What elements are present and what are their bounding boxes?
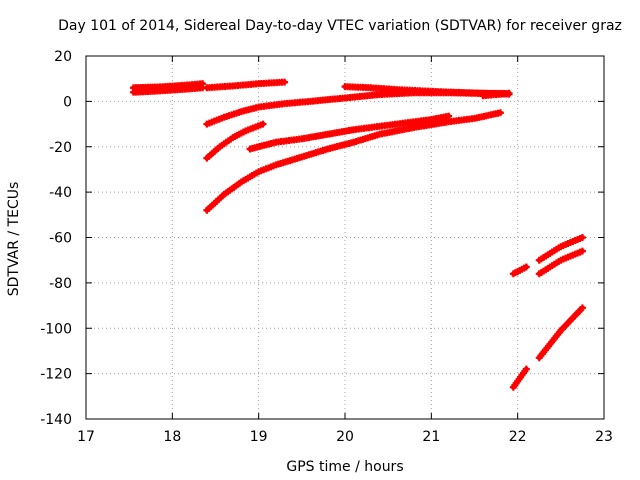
series-arc-6 [479, 89, 513, 100]
data-point-marker [578, 234, 586, 241]
x-tick-label: 22 [509, 429, 527, 445]
x-tick-label: 23 [595, 429, 613, 445]
y-tick-label: -60 [49, 231, 72, 247]
chart-title: Day 101 of 2014, Sidereal Day-to-day VTE… [58, 18, 622, 34]
y-tick-label: -140 [40, 412, 72, 428]
data-point-marker [522, 263, 530, 271]
y-axis-label: SDTVAR / TECUs [6, 182, 22, 297]
series-arc-10 [509, 263, 530, 278]
y-tick-label: -100 [40, 321, 72, 337]
series-arc-7 [203, 120, 267, 162]
data-point-marker [578, 304, 586, 312]
y-tick-label: -120 [40, 367, 72, 383]
data-point-marker [578, 247, 586, 255]
series-arc-8 [246, 112, 453, 153]
series-arc-12 [535, 247, 586, 278]
data-point-marker [522, 365, 530, 373]
x-axis-ticks: 17 18 19 20 21 22 23 [77, 56, 613, 445]
y-tick-label: -20 [49, 140, 72, 156]
y-axis-ticks: -140 -120 -100 -80 -60 -40 -20 0 20 [40, 49, 604, 428]
series-arc-9 [203, 109, 504, 214]
x-tick-label: 18 [163, 429, 181, 445]
data-point-marker [281, 78, 289, 86]
series-arc-11 [535, 234, 586, 264]
y-tick-label: -80 [49, 276, 72, 292]
x-tick-label: 17 [77, 429, 95, 445]
data-point-marker [496, 109, 504, 117]
series-arc-2 [129, 84, 207, 96]
y-tick-label: 0 [63, 94, 72, 110]
grid-lines [86, 56, 604, 419]
series-arc-13 [509, 365, 530, 391]
data-point-marker [505, 89, 513, 97]
data-series [129, 78, 586, 391]
y-tick-label: -40 [49, 185, 72, 201]
x-tick-label: 20 [336, 429, 354, 445]
series-arc-14 [535, 304, 586, 362]
x-tick-label: 19 [250, 429, 268, 445]
y-tick-label: 20 [54, 49, 72, 65]
x-tick-label: 21 [422, 429, 440, 445]
data-point-marker [259, 120, 267, 128]
x-axis-label: GPS time / hours [286, 459, 403, 475]
series-arc-3 [203, 78, 289, 92]
